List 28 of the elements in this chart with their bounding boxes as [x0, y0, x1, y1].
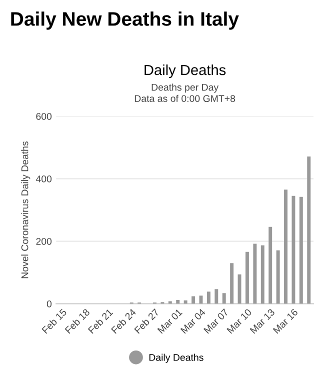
text: Deaths per Day	[152, 84, 219, 93]
bar	[253, 244, 257, 304]
y-tick-label: 200	[36, 238, 52, 245]
bar	[245, 252, 249, 304]
y-tick-label: 600	[36, 112, 52, 120]
bar	[238, 274, 242, 304]
y-tick-label: 0	[46, 300, 52, 308]
bar	[230, 263, 234, 304]
bar	[176, 300, 180, 304]
text: Data as of 0:00 GMT+8	[134, 94, 236, 102]
y-tick-label: 400	[36, 175, 52, 182]
bar	[222, 293, 226, 304]
legend-label: Daily Deaths	[149, 354, 204, 363]
bar	[260, 245, 264, 304]
bar	[214, 289, 218, 304]
bar	[199, 296, 203, 304]
chart-subtitle: Daily Deaths	[144, 64, 226, 78]
bar	[299, 196, 303, 304]
bar	[284, 190, 288, 304]
bar	[168, 301, 172, 304]
bar	[192, 296, 196, 304]
bar	[276, 250, 280, 304]
bar	[268, 226, 272, 304]
y-axis-title: Novel Coronavirus Daily Deaths	[21, 141, 30, 278]
bar	[292, 196, 296, 304]
bar	[206, 292, 210, 304]
chart-title: Daily New Deaths in Italy	[11, 12, 239, 30]
bar	[307, 156, 311, 304]
